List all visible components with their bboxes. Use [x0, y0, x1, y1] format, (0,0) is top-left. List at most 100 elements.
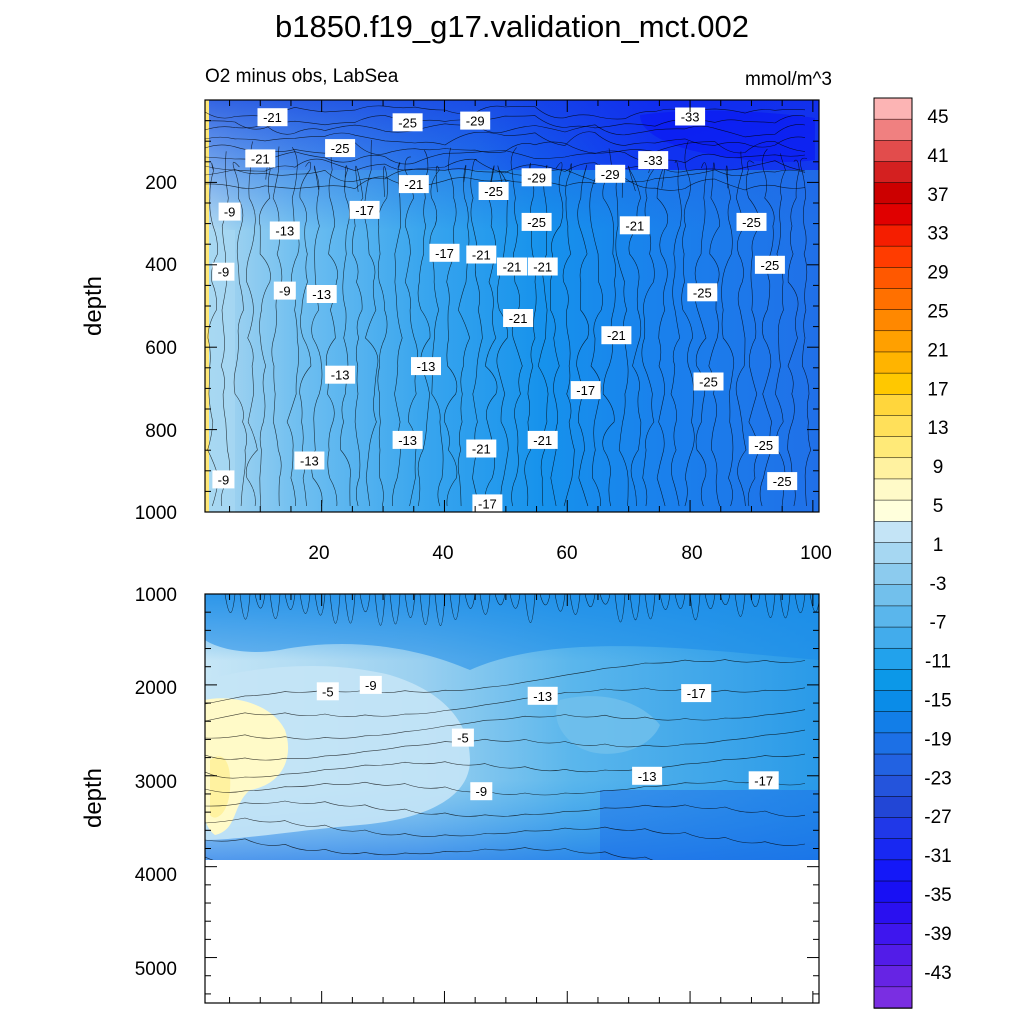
contour-line	[284, 594, 296, 610]
contour-label-text: -17	[478, 496, 497, 511]
contour-label-box	[754, 255, 785, 274]
contour-label-text: -9	[224, 205, 236, 220]
contour-label-box	[398, 175, 429, 194]
upper-y-axis-label: depth	[80, 276, 107, 336]
contour-label-box	[451, 728, 474, 747]
contour-label-text: -21	[472, 442, 491, 457]
contour-label: -21	[466, 245, 497, 264]
contour-line	[708, 162, 721, 507]
contour-line	[779, 594, 791, 618]
contour-line	[419, 594, 431, 625]
lower-ytick-label: 3000	[135, 772, 177, 793]
upper-contour-lines	[205, 105, 812, 507]
colorbar-label: -39	[924, 924, 951, 945]
contour-line	[205, 856, 214, 860]
contour-line	[314, 594, 326, 616]
contour-label-text: -9	[218, 472, 230, 487]
colorbar-swatch	[873, 97, 913, 120]
colorbar-swatch	[873, 647, 913, 671]
colorbar: 45 41 37 33 29 25 21 17 13 9 5 1 -3 -7 -11 -15 -19 -23 -27…	[873, 97, 952, 1009]
contour-label: -29	[595, 164, 626, 183]
contour-line	[205, 168, 806, 183]
colorbar-swatch	[873, 457, 913, 480]
contour-line	[363, 139, 379, 507]
contour-line	[205, 131, 806, 148]
colorbar-swatch	[873, 267, 913, 290]
contour-line	[494, 594, 506, 606]
colorbar-swatch	[873, 563, 913, 586]
contour-label: -13	[269, 221, 300, 240]
figure-title: b1850.f19_g17.validation_mct.002	[275, 9, 749, 44]
colorbar-label: 41	[927, 146, 948, 167]
contour-label-box	[212, 470, 235, 489]
contour-label-text: -21	[607, 328, 626, 343]
contour-line	[404, 594, 416, 618]
contour-label: -9	[470, 782, 493, 801]
contour-label: -25	[478, 182, 509, 200]
contour-line	[681, 141, 695, 507]
lower-field-core-light	[205, 665, 470, 840]
contour-line	[429, 165, 444, 507]
contour-label-box	[675, 107, 706, 126]
lower-contour-labels: -5 -9 -13 -17 -5 -9 -13 -17	[316, 675, 779, 801]
contour-label: -17	[681, 684, 712, 703]
colorbar-swatch	[873, 415, 913, 438]
contour-line	[628, 165, 642, 507]
contour-line	[562, 163, 575, 507]
contour-label-text: -17	[687, 686, 706, 701]
contour-line	[735, 151, 747, 507]
contour-line	[205, 115, 806, 130]
contour-label: -9	[212, 262, 235, 281]
contour-label-text: -5	[457, 731, 469, 746]
contour-label: -13	[632, 766, 663, 785]
colorbar-frame	[873, 97, 913, 1009]
contour-label-box	[527, 430, 558, 449]
contour-label-text: -17	[355, 203, 374, 218]
colorbar-swatch	[873, 351, 913, 374]
colorbar-swatch	[873, 605, 913, 628]
contour-label: -9	[212, 470, 235, 489]
contour-line	[602, 148, 616, 507]
contour-label-box	[638, 151, 669, 170]
upper-ytick-label: 200	[145, 173, 177, 194]
colorbar-label: 37	[927, 185, 948, 206]
contour-label-text: -21	[533, 260, 552, 275]
colorbar-swatch	[873, 626, 913, 649]
contour-label-box	[460, 111, 491, 130]
upper-xtick-label: 60	[556, 543, 577, 564]
contour-line	[205, 123, 806, 138]
contour-line	[205, 891, 805, 939]
colorbar-label: 21	[927, 340, 948, 361]
contour-label: -25	[687, 283, 718, 302]
contour-line	[205, 150, 806, 165]
upper-ytick-label: 1000	[135, 503, 177, 524]
contour-label-text: -13	[417, 359, 436, 374]
contour-label: -9	[273, 281, 296, 300]
upper-xtick-label: 40	[432, 543, 453, 564]
contour-label-box	[269, 221, 300, 240]
contour-label-text: -17	[576, 383, 595, 398]
contour-label-text: -25	[331, 141, 350, 156]
contour-label-text: -13	[275, 224, 294, 239]
contour-label: -5	[451, 728, 474, 747]
contour-label: -13	[325, 365, 356, 384]
contour-line	[205, 780, 806, 796]
contour-label-text: -17	[754, 773, 773, 788]
contour-label-text: -33	[681, 110, 700, 125]
colorbar-swatch	[873, 288, 913, 311]
contour-label-text: -25	[699, 375, 718, 390]
colorbar-swatch	[873, 901, 913, 925]
contour-label: -21	[503, 309, 534, 327]
contour-label: -17	[748, 771, 779, 790]
contour-label: -17	[349, 200, 380, 219]
contour-label-box	[245, 149, 276, 168]
contour-label: -21	[527, 257, 558, 276]
contour-line	[311, 165, 323, 507]
lower-ytick-label: 4000	[135, 865, 177, 886]
contour-line	[464, 594, 476, 609]
contour-label-box	[687, 283, 718, 302]
contour-label-text: -25	[773, 474, 792, 489]
contour-label-box	[478, 182, 509, 200]
contour-label: -9	[359, 675, 382, 694]
contour-line	[299, 594, 311, 614]
